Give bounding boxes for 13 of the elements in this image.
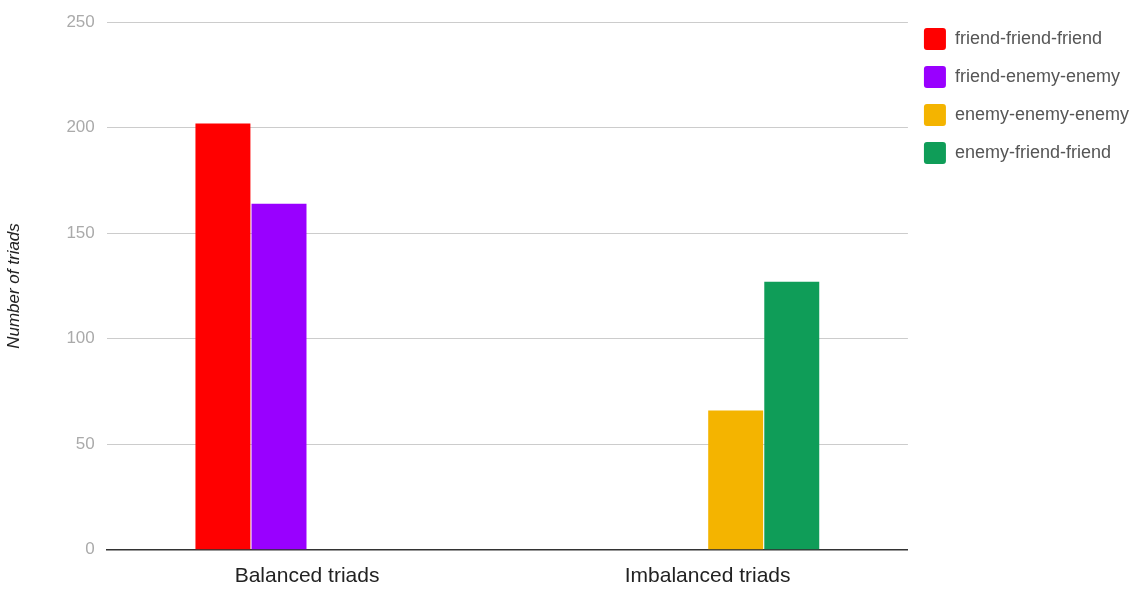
- legend-label: friend-friend-friend: [954, 27, 1103, 48]
- y-axis-title: Number of triads: [3, 222, 23, 349]
- legend-label: enemy-friend-friend: [954, 141, 1112, 162]
- legend-label: friend-enemy-enemy: [954, 65, 1121, 86]
- y-tick-label: 250: [66, 11, 95, 31]
- y-tick-label: 100: [66, 328, 95, 348]
- y-tick-label: 50: [75, 433, 95, 453]
- y-tick-label: 0: [85, 539, 95, 559]
- y-tick-label: 150: [66, 222, 95, 242]
- x-tick-label: Balanced triads: [234, 563, 380, 587]
- legend-label: enemy-enemy-enemy: [954, 103, 1130, 124]
- y-tick-label: 200: [66, 117, 95, 137]
- x-tick-label: Imbalanced triads: [624, 563, 791, 587]
